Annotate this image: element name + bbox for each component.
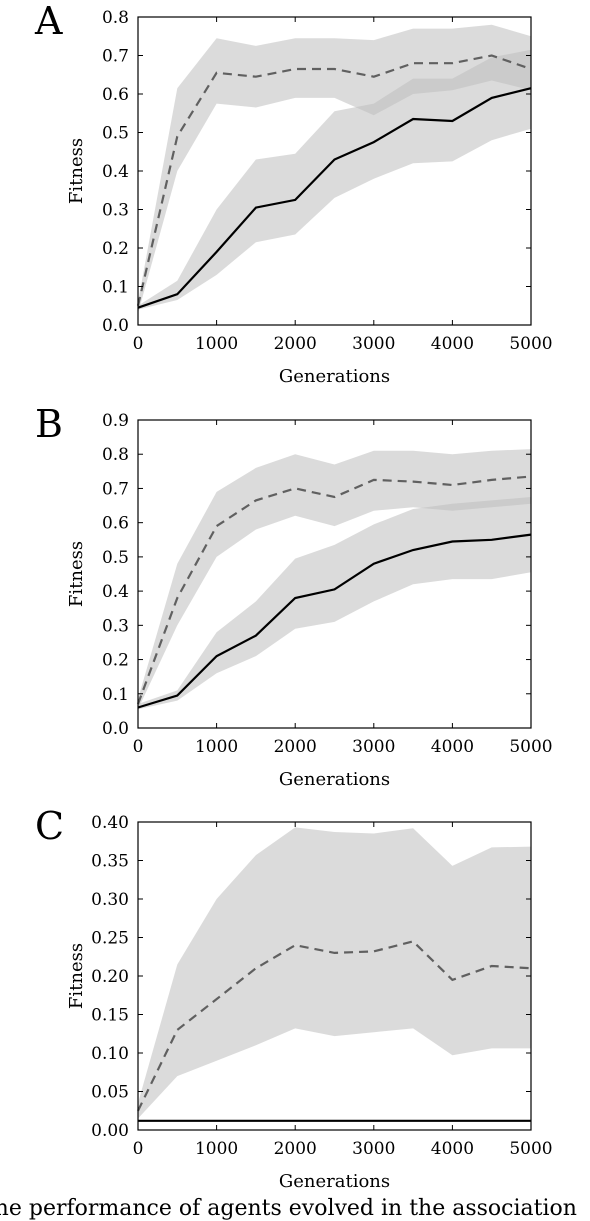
x-tick-label: 4000: [431, 1139, 474, 1159]
y-tick-label: 0.0: [102, 316, 129, 336]
x-tick-label: 5000: [509, 334, 552, 354]
x-tick-label: 4000: [431, 334, 474, 354]
confidence-bands: [138, 449, 531, 709]
y-tick-label: 0.05: [91, 1083, 129, 1103]
confidence-band-dashed: [138, 827, 531, 1118]
y-tick-label: 0.1: [102, 685, 129, 705]
x-tick-label: 0: [133, 334, 144, 354]
y-tick-label: 0.10: [91, 1044, 129, 1064]
panel-letter: B: [35, 402, 63, 446]
x-tick-label: 3000: [352, 737, 395, 757]
x-tick-label: 1000: [195, 1139, 238, 1159]
y-tick-label: 0.35: [91, 852, 129, 872]
figure-caption: The performance of agents evolved in the…: [0, 1196, 590, 1221]
y-tick-label: 0.9: [102, 411, 129, 431]
y-tick-label: 0.3: [102, 616, 129, 636]
x-tick-label: 0: [133, 737, 144, 757]
y-tick-label: 0.8: [102, 8, 129, 28]
y-tick-label: 0.15: [91, 1006, 129, 1026]
y-tick-label: 0.5: [102, 124, 129, 144]
x-tick-label: 4000: [431, 737, 474, 757]
panel-letter: A: [34, 0, 63, 43]
x-tick-label: 5000: [509, 737, 552, 757]
y-tick-label: 0.3: [102, 201, 129, 221]
x-tick-label: 3000: [352, 334, 395, 354]
y-tick-label: 0.30: [91, 890, 129, 910]
y-axis-title: Fitness: [66, 138, 87, 204]
y-tick-label: 0.6: [102, 85, 129, 105]
x-tick-label: 2000: [274, 737, 317, 757]
y-tick-label: 0.40: [91, 813, 129, 833]
y-tick-label: 0.20: [91, 967, 129, 987]
chart-panel-a: 0 1000 2000 3000 4000 5000 0.0 0.1 0.2 0.3 0.4 0.5 0…: [34, 0, 553, 387]
y-tick-label: 0.5: [102, 548, 129, 568]
y-tick-label: 0.2: [102, 651, 129, 671]
x-tick-label: 2000: [274, 1139, 317, 1159]
y-tick-label: 0.7: [102, 479, 129, 499]
x-tick-label: 1000: [195, 334, 238, 354]
y-axis-title: Fitness: [66, 943, 87, 1009]
y-axis-title: Fitness: [66, 541, 87, 607]
x-axis-title: Generations: [279, 366, 390, 387]
panel-letter: C: [35, 804, 64, 848]
y-tick-label: 0.0: [102, 719, 129, 739]
x-axis-title: Generations: [279, 1171, 390, 1192]
x-tick-label: 5000: [509, 1139, 552, 1159]
y-tick-label: 0.4: [102, 162, 129, 182]
y-tick-label: 0.2: [102, 239, 129, 259]
x-tick-label: 0: [133, 1139, 144, 1159]
x-axis-title: Generations: [279, 769, 390, 790]
y-tick-label: 0.1: [102, 278, 129, 298]
x-tick-label: 3000: [352, 1139, 395, 1159]
y-tick-label: 0.7: [102, 47, 129, 67]
y-tick-label: 0.6: [102, 514, 129, 534]
chart-panel-c: 0 1000 2000 3000 4000 5000 0.00 0.05 0.10 0.15 0.2…: [35, 804, 553, 1192]
confidence-bands: [138, 827, 531, 1118]
x-tick-label: 1000: [195, 737, 238, 757]
y-tick-label: 0.8: [102, 445, 129, 465]
chart-panel-b: 0 1000 2000 3000 4000 5000 0.0 0.1 0.2 0.3 0.4 0.5 0…: [35, 402, 553, 790]
y-tick-label: 0.00: [91, 1121, 129, 1141]
y-tick-label: 0.4: [102, 582, 129, 602]
y-tick-label: 0.25: [91, 929, 129, 949]
x-tick-label: 2000: [274, 334, 317, 354]
